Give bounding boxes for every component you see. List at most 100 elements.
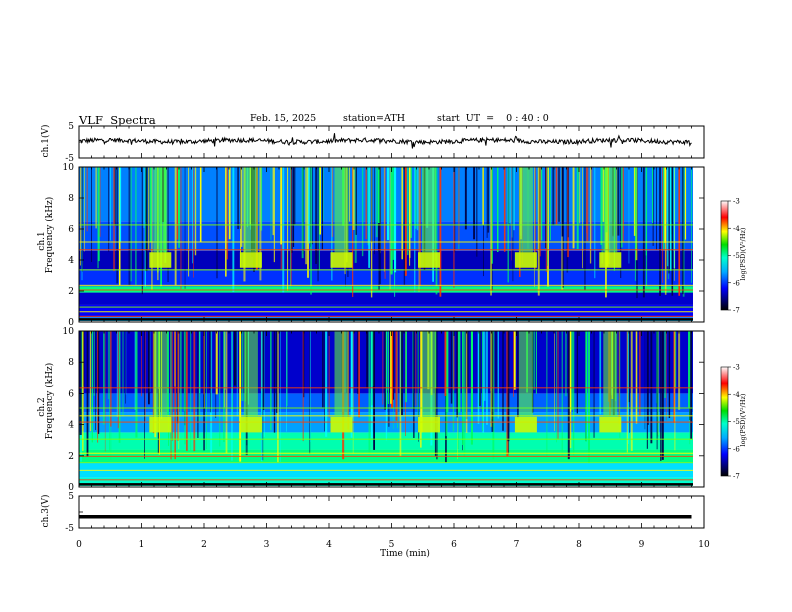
spectrogram-streak [82,331,84,451]
spectrogram-streak [497,167,499,252]
spectrogram-streak [482,167,484,226]
spectrogram-streak [328,331,330,418]
spectrogram-streak [291,167,293,253]
ch2-colorbar-label: log(PSD)(V²/Hz) [739,393,747,447]
spectrogram-streak [374,167,375,255]
spectrogram-streak [377,167,380,223]
spectrogram-burst-column [153,331,168,417]
spectrogram-streak [117,331,119,429]
spectrogram-streak [661,331,664,460]
colorbar-ticks: -3 -4 -5 -6 -7 -3 -4 -5 -6 -7 [728,198,740,481]
spectrogram-streak [674,331,676,451]
spectrogram-streak [588,331,590,463]
station-label: station=ATH [343,113,405,124]
spectrogram-streak [599,331,602,415]
spectrogram-streak [618,331,620,425]
spectrogram-streak [657,331,659,437]
spectrogram-burst-column [603,331,618,417]
spectrogram-streak [539,167,541,257]
spectrogram-streak [552,167,555,226]
spectrogram-streak [419,167,421,286]
x-tick-label: 0 [76,540,82,550]
spectrogram-streak [324,331,325,432]
y-tick-label: 6 [68,225,74,235]
spectrogram-streak [86,331,89,457]
spectrogram-streak [586,167,589,242]
spectrogram-streak [652,167,654,246]
spectrogram-streak [309,331,311,442]
ch1-frequency-label: Frequency (kHz) [45,196,55,274]
spectrogram-streak [511,167,512,261]
spectrogram-streak [385,331,387,410]
spectrogram-streak [418,331,419,442]
spectrogram-streak [361,167,364,257]
colorbar-tick-label: -7 [733,473,740,481]
spectrogram-streak [628,167,630,264]
spectrogram-streak [216,167,218,279]
spectrogram-streak [186,331,188,451]
spectrogram-burst [514,416,537,433]
x-tick-label: 2 [201,540,207,550]
y-tick-label: 5 [68,492,74,502]
spectrogram-streak [513,167,515,231]
x-tick-label: 3 [264,540,270,550]
spectrogram-streak [287,167,289,291]
spectrogram-streak [125,331,126,404]
spectrogram-streak [482,331,485,433]
spectrogram-line [79,315,693,317]
spectrogram-streak [446,331,449,413]
spectrogram-streak [228,167,231,240]
spectrogram-streak [634,167,636,281]
spectrogram-streak [365,167,367,240]
spectrogram-streak [667,167,669,267]
spectrogram-streak [506,331,509,457]
spectrogram-streak [617,167,620,236]
spectrogram-streak [391,331,394,409]
spectrogram-streak [664,331,666,398]
y-tick-label: 2 [68,287,74,297]
spectrogram-streak [569,331,572,449]
spectrogram-streak [110,331,112,427]
spectrogram-streak [319,167,321,235]
spectrogram-streak [673,331,675,423]
spectrogram-streak [224,331,225,408]
spectrogram-streak [180,331,182,417]
spectrogram-streak [273,331,276,433]
spectrogram-streak [561,167,564,237]
spectrogram-streak [141,331,142,397]
spectrogram-streak [135,331,138,438]
spectrogram-streak [148,167,150,250]
spectrogram-streak [130,167,132,282]
spectrogram-streak [199,167,202,243]
spectrogram-streak [145,167,148,272]
spectrogram-line [79,452,693,454]
spectrogram-streak [95,331,96,431]
spectrogram-streak [236,331,238,417]
spectrogram-streak [357,331,359,394]
colorbar-tick-label: -3 [733,364,740,372]
spectrogram-streak [647,331,649,425]
spectrogram-streak [537,167,540,296]
spectrogram-streak [533,331,536,390]
spectrogram-streak [508,167,511,224]
x-tick-label: 8 [576,540,582,550]
ch1-spectrogram [79,167,693,321]
spectrogram-streak [467,331,469,387]
spectrogram-streak [280,331,281,463]
spectrogram-streak [301,167,304,259]
spectrogram-streak [671,167,673,235]
spectrogram-streak [104,331,106,452]
spectrogram-streak [176,167,179,240]
spectrogram-burst [514,252,537,268]
spectrogram-streak [294,167,296,225]
spectrogram-streak [508,331,510,455]
spectrogram-burst [149,416,172,433]
spectrogram-streak [80,167,82,243]
y-tick-label: -5 [65,154,74,164]
ch1-colorbar-label: log(PSD)(V²/Hz) [739,227,747,281]
spectrogram-burst-column [334,167,349,253]
spectrogram-burst-column [422,167,436,253]
y-tick-label: 0 [68,483,74,493]
spectrogram-streak [619,331,621,438]
